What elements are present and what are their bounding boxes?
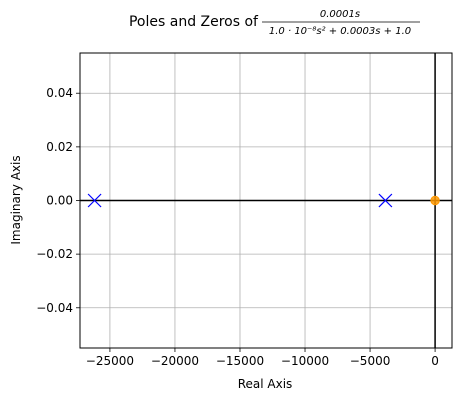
y-tick-label: −0.04	[36, 301, 73, 315]
y-ticks: 0.04 0.02 0.00 −0.02 −0.04	[36, 86, 80, 315]
reference-axes	[80, 53, 452, 348]
y-tick-label: 0.04	[46, 86, 73, 100]
chart-title-prefix: Poles and Zeros of	[129, 14, 259, 30]
data-marks	[87, 193, 440, 208]
y-axis-label: Imaginary Axis	[9, 155, 23, 244]
zero-marker	[430, 195, 440, 206]
x-ticks: −25000 −20000 −15000 −10000 −5000 0	[86, 348, 439, 368]
x-tick-label: −20000	[151, 354, 199, 368]
y-tick-label: 0.02	[46, 140, 73, 154]
x-tick-label: 0	[431, 354, 439, 368]
chart-title: Poles and Zeros of 0.0001s 1.0 · 10⁻⁸s² …	[129, 9, 420, 37]
pole-marker	[87, 193, 102, 208]
x-tick-label: −25000	[86, 354, 134, 368]
y-tick-label: 0.00	[46, 194, 73, 208]
x-axis-label: Real Axis	[238, 377, 293, 391]
x-tick-label: −15000	[216, 354, 264, 368]
x-tick-label: −10000	[281, 354, 329, 368]
y-tick-label: −0.02	[36, 247, 73, 261]
pole-marker	[378, 193, 393, 208]
chart-title-numerator: 0.0001s	[320, 9, 360, 20]
chart-title-denominator: 1.0 · 10⁻⁸s² + 0.0003s + 1.0	[269, 26, 411, 37]
x-tick-label: −5000	[350, 354, 391, 368]
